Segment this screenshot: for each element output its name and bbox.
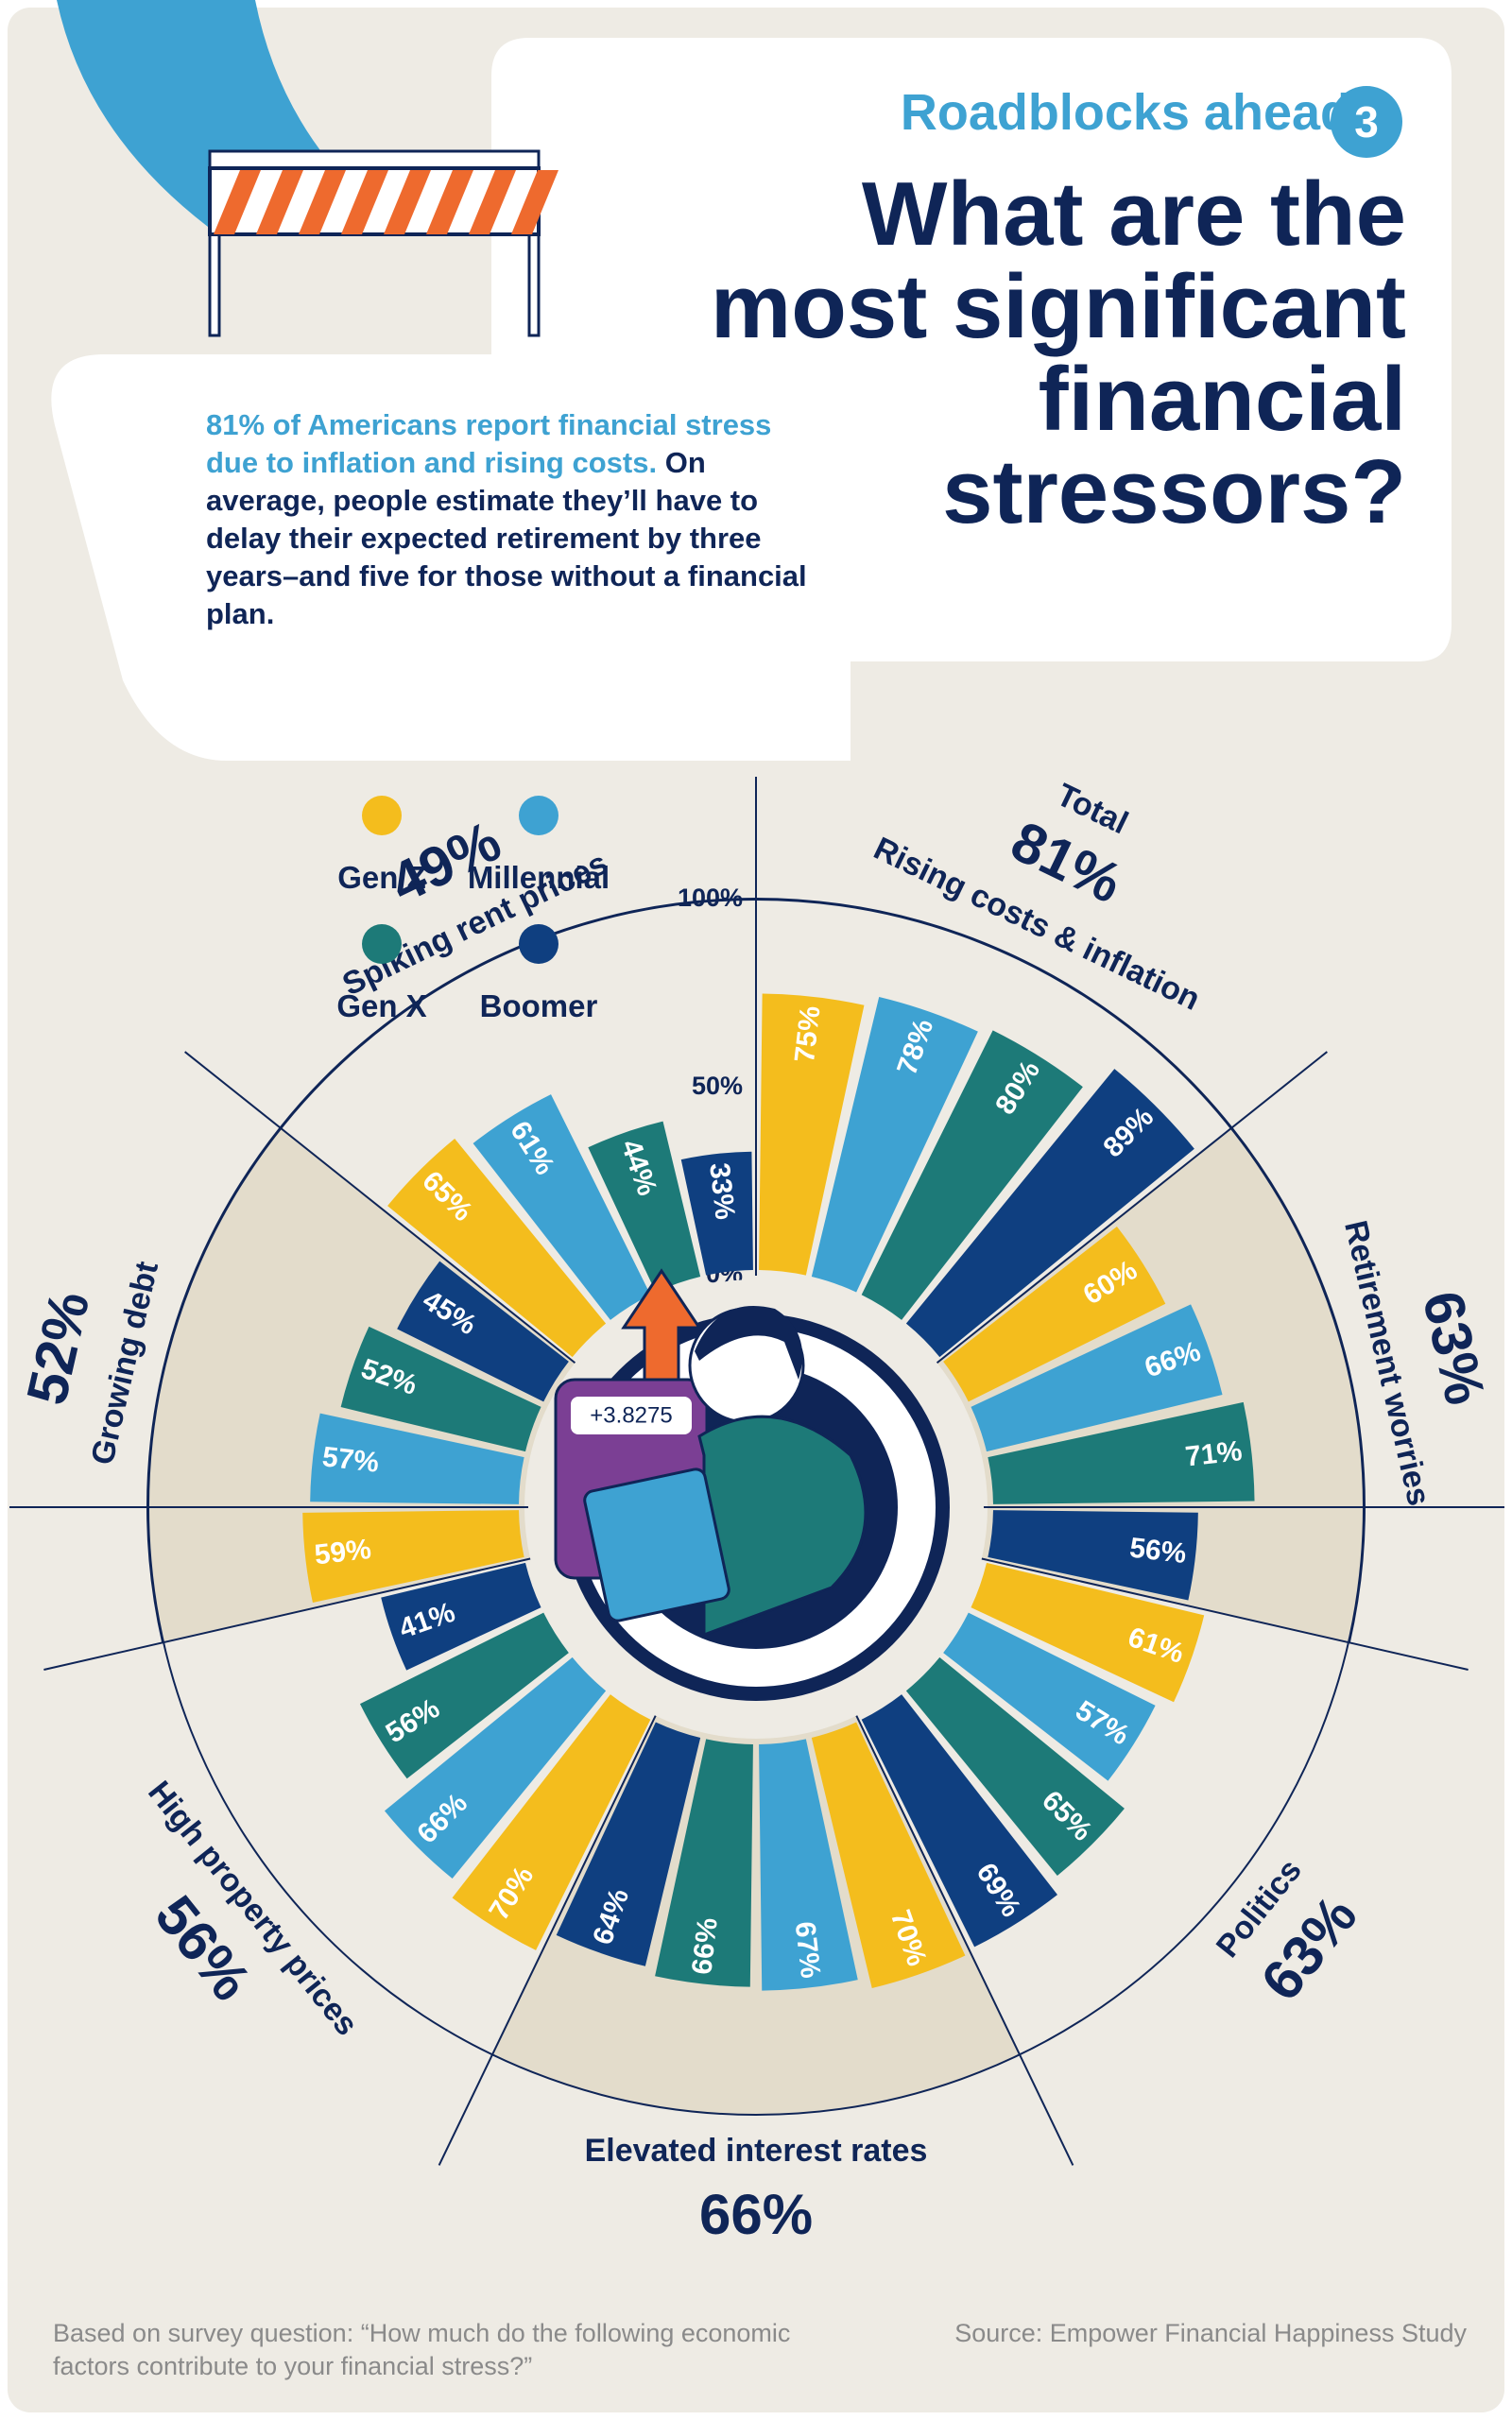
bar-millennial [971,1304,1223,1452]
bar-boomer [680,1151,753,1276]
sector-divider-line [184,1051,576,1364]
bar-millennial [384,1656,607,1879]
bar-gen-z [943,1226,1166,1402]
bar-boomer [556,1722,701,1966]
legend-label: Boomer [479,988,598,1023]
title-line: What are the [861,163,1406,265]
bar-value-label: 66% [686,1916,724,1976]
legend-item-boomer: Boomer [425,924,652,1024]
title-line: most significant [710,256,1406,357]
bar-millennial [472,1094,651,1320]
intro-highlight: 81% of Americans report financial stress… [206,408,772,479]
header-panel [51,38,1452,761]
title-line: financial [1038,349,1406,450]
bar-value-label: 56% [1128,1533,1188,1570]
bar-millennial [943,1612,1156,1781]
bar-value-label: 71% [1184,1435,1244,1473]
barrier-stripe [469,170,516,234]
bar-gen-z [387,1139,607,1358]
bar-gen-z [971,1562,1205,1703]
clipboard-icon [583,1467,730,1622]
outer-ring [147,899,1365,2116]
bar-gen-z [759,993,865,1276]
bar-boomer [861,1694,1057,1948]
legend-label: Gen X [336,988,427,1023]
sector-divider-line [981,1557,1469,1671]
barrier-stripe [426,170,473,234]
legend-dot-millennial [519,796,558,835]
barrier-stripe [341,170,388,234]
bar-value-label: 33% [703,1161,741,1221]
bar-boomer [381,1562,541,1671]
bar-gen-x [655,1739,753,1987]
bar-gen-x [588,1121,701,1293]
bar-boomer [905,1069,1194,1358]
bar-value-label: 59% [313,1534,372,1571]
bar-gen-x [861,1030,1083,1320]
barrier-top-rail [208,149,541,170]
barrier-stripe [299,170,346,234]
bar-boomer [397,1261,569,1402]
person-body [697,1415,868,1638]
bar-value-label: 57% [320,1441,380,1479]
person-illustration [554,1268,868,1638]
bar-gen-z [452,1694,651,1950]
bar-gen-z [811,1722,966,1989]
bar-millennial [811,997,978,1293]
bar-value-label: 75% [789,1004,827,1064]
source-note: Source: Empower Financial Happiness Stud… [954,2319,1467,2347]
legend-item-gen-x: Gen X [268,924,495,1024]
legend-label: Gen Z [337,860,426,895]
bar-gen-x [988,1401,1255,1504]
calculator-display [571,1397,692,1434]
bar-millennial [759,1739,858,1991]
road-barrier-icon [208,149,558,337]
barrier-stripe [511,170,558,234]
page-title: What are the most significant financial … [556,168,1406,539]
calculator-readout: +3.8275 [590,1402,672,1428]
bar-millennial [310,1413,524,1504]
legend-dot-boomer [519,924,558,964]
legend-dot-gen-x [362,924,402,964]
bar-boomer [988,1510,1198,1601]
intro-rest: On average, people estimate they’ll have… [206,446,807,630]
legend-item-millennial: Millennial [425,796,652,896]
legend-item-gen-z: Gen Z [268,796,495,896]
sector-divider-line [936,1051,1328,1364]
axis-tick-label: 100% [678,884,743,912]
barrier-stripe [256,170,303,234]
barrier-stripe [384,170,431,234]
bar-gen-x [359,1612,569,1779]
arrow-up-icon [621,1268,702,1391]
kicker-number-badge: 3 [1331,86,1402,158]
survey-footnote: Based on survey question: “How much do t… [53,2319,791,2380]
intro-paragraph: 81% of Americans report financial stress… [206,406,811,633]
category-total: 66% [699,2183,813,2246]
sector-divider-line [438,1715,657,2166]
bar-value-label: 67% [789,1920,827,1980]
sector-divider-line [43,1557,531,1671]
axis-tick-label: 50% [692,1072,743,1100]
bar-gen-x [905,1656,1125,1876]
kicker-text: Roadblocks ahead [900,84,1351,141]
category-label: Elevated interest rates [585,2133,928,2169]
legend-dot-gen-z [362,796,402,835]
bar-gen-z [302,1510,524,1604]
person-hair [695,1306,803,1380]
bar-gen-x [340,1326,541,1452]
legend-label: Millennial [467,860,610,895]
barrier-stripe [214,170,261,234]
sector-divider-line [855,1715,1074,2166]
title-line: stressors? [942,441,1406,542]
